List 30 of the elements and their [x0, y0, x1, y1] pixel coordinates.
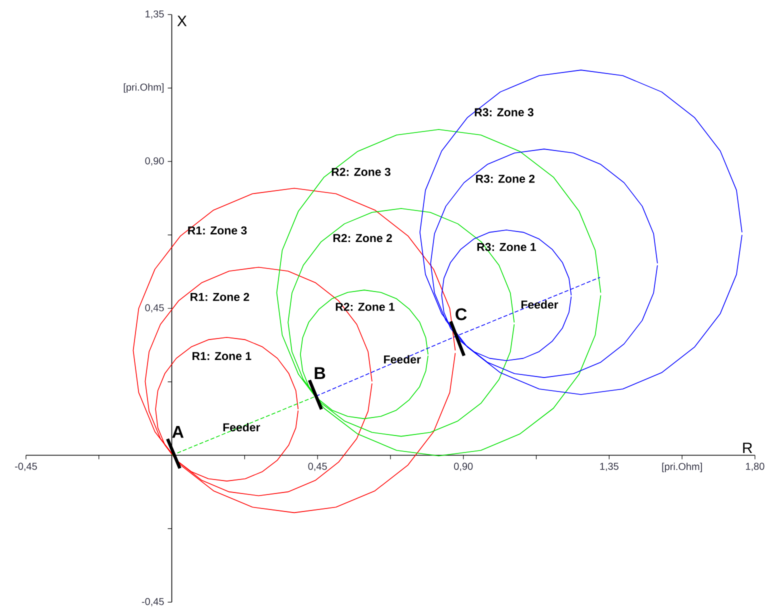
x-tick-label: 1,35: [600, 462, 618, 471]
series-label: R1: Zone 3: [188, 226, 247, 234]
y-tick-label: 0,45: [145, 304, 164, 312]
x-tick-label: 0,45: [308, 462, 327, 471]
series-label: R2: Zone 2: [333, 234, 392, 242]
x-tick-label: [pri.Ohm]: [662, 462, 702, 472]
line-series: [132, 188, 456, 514]
series-label: R1: Zone 2: [190, 292, 250, 301]
y-tick-label: 0,90: [145, 157, 164, 166]
data-label: B: [314, 367, 326, 379]
x-tick-label: -0,45: [15, 462, 37, 471]
annotation: Feeder: [223, 422, 260, 432]
data-label: C: [456, 308, 467, 320]
series-label: R3: Zone 2: [476, 174, 535, 183]
x-axis-title: R: [743, 442, 752, 453]
line-series: [300, 290, 428, 420]
data-label: A: [172, 426, 184, 438]
y-tick-label: 1,35: [146, 10, 164, 19]
series-label: R2: Zone 3: [332, 168, 390, 176]
annotation: Feeder: [384, 355, 421, 364]
x-tick-label: 0,90: [454, 462, 473, 471]
line-series: [430, 148, 658, 378]
y-tick-label: -0,45: [142, 598, 164, 606]
y-axis-title: X: [177, 16, 187, 26]
series-label: R1: Zone 1: [192, 352, 252, 360]
x-tick-label: 1,80: [746, 462, 764, 471]
line-series: [155, 336, 299, 482]
series-label: R3: Zone 3: [474, 108, 534, 116]
annotation: Feeder: [521, 300, 558, 309]
y-tick-label: [pri.Ohm]: [124, 83, 164, 93]
